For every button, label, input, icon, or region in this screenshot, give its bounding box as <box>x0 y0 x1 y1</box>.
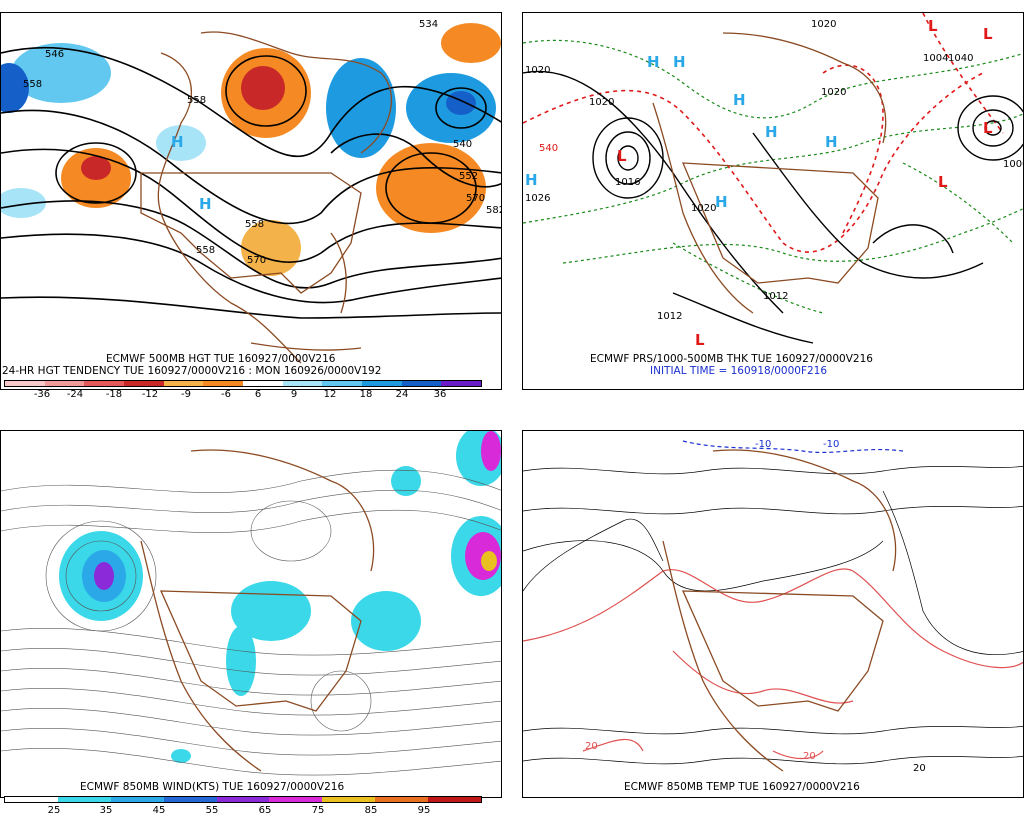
tick-label: 35 <box>99 805 113 816</box>
tick-label: 36 <box>433 389 447 400</box>
high-pressure-symbol: H <box>647 53 660 71</box>
height-label: 558 <box>245 219 265 230</box>
panel-850mb-wind <box>0 430 502 798</box>
wind-speed-colorbar <box>4 796 482 803</box>
height-label: 540 <box>453 139 473 150</box>
wind-caption-1: ECMWF 850MB WIND(KTS) TUE 160927/0000V21… <box>80 781 345 793</box>
prs-caption-2: INITIAL TIME = 160918/0000F216 <box>650 365 828 377</box>
height-tendency-shading <box>1 23 501 276</box>
high-pressure-symbol: H <box>171 133 184 151</box>
pressure-label: 1020 <box>691 203 717 214</box>
panel-pressure-thickness: 1020 1020 1020 540 1016 1026 1020 1012 1… <box>522 12 1024 390</box>
tick-label: -24 <box>66 389 84 400</box>
isobars <box>523 70 1023 344</box>
tick-label: 45 <box>152 805 166 816</box>
temp-map <box>523 440 1023 772</box>
height-label: 570 <box>247 255 267 266</box>
low-pressure-symbol: L <box>617 147 627 165</box>
temp-label: 20 <box>913 763 926 774</box>
low-pressure-symbol: L <box>928 17 938 35</box>
low-pressure-symbol: L <box>938 173 948 191</box>
pressure-map <box>523 13 1023 344</box>
pressure-label: 1000 <box>1003 159 1023 170</box>
height-label: 558 <box>23 79 43 90</box>
pressure-label: 1020 <box>525 65 551 76</box>
pressure-label: 1020 <box>821 87 847 98</box>
pressure-label: 1026 <box>525 193 551 204</box>
high-pressure-symbol: H <box>825 133 838 151</box>
temp-caption-1: ECMWF 850MB TEMP TUE 160927/0000V216 <box>624 781 860 793</box>
map-coastlines <box>662 449 897 772</box>
tick-label: 12 <box>323 389 337 400</box>
thickness-contours <box>523 39 1023 314</box>
height-label: 552 <box>459 171 479 182</box>
pressure-label: 1012 <box>763 291 789 302</box>
high-pressure-symbol: H <box>199 195 212 213</box>
tick-label: 24 <box>395 389 409 400</box>
tick-label: -18 <box>105 389 123 400</box>
streamlines <box>1 469 501 776</box>
prs-caption-1: ECMWF PRS/1000-500MB THK TUE 160927/0000… <box>590 353 873 365</box>
height-tendency-ticks: -36 -24 -18 -12 -9 -6 6 9 12 18 24 36 <box>4 389 482 401</box>
tick-label: 85 <box>364 805 378 816</box>
height-contours <box>1 46 501 319</box>
panel-500mb-height: 558 534 546 558 540 552 558 570 582 558 … <box>0 12 502 390</box>
map-coastlines <box>140 31 393 364</box>
wind-speed-shading <box>59 431 501 763</box>
pressure-label: 1020 <box>589 97 615 108</box>
height-label: 558 <box>196 245 216 256</box>
high-pressure-symbol: H <box>733 91 746 109</box>
low-pressure-symbol: L <box>695 331 705 349</box>
temp-label: 20 <box>803 751 816 762</box>
hgt-caption-2: 24-HR HGT TENDENCY TUE 160927/0000V216 :… <box>2 365 382 377</box>
pressure-label: 1012 <box>657 311 683 322</box>
tick-label: 18 <box>359 389 373 400</box>
panel-850mb-temp: -10 -10 20 20 20 <box>522 430 1024 798</box>
tick-label: 65 <box>258 805 272 816</box>
hgt-caption-1: ECMWF 500MB HGT TUE 160927/0000V216 <box>106 353 336 365</box>
map-coastlines <box>140 449 375 772</box>
pressure-label: 1004 <box>923 53 949 64</box>
high-pressure-symbol: H <box>715 193 728 211</box>
tick-label: -36 <box>33 389 51 400</box>
low-pressure-symbol: L <box>983 119 993 137</box>
tick-label: 9 <box>290 389 298 400</box>
tick-label: 95 <box>417 805 431 816</box>
tick-label: 25 <box>47 805 61 816</box>
tick-label: 6 <box>254 389 262 400</box>
thickness-highlight-contours <box>523 13 1004 253</box>
pressure-label: 1020 <box>811 19 837 30</box>
wind-speed-ticks: 25 35 45 55 65 75 85 95 <box>4 805 482 817</box>
pressure-label: 1040 <box>948 53 974 64</box>
low-pressure-symbol: L <box>983 25 993 43</box>
tick-label: 75 <box>311 805 325 816</box>
pressure-label: 540 <box>539 143 559 154</box>
height-label: 546 <box>45 49 65 60</box>
height-label: 582 <box>486 205 501 216</box>
high-pressure-symbol: H <box>765 123 778 141</box>
tick-label: 55 <box>205 805 219 816</box>
high-pressure-symbol: H <box>673 53 686 71</box>
isotherms <box>523 465 1023 765</box>
height-label: 558 <box>187 95 207 106</box>
tick-label: -12 <box>141 389 159 400</box>
tick-label: -6 <box>221 389 231 400</box>
high-pressure-symbol: H <box>525 171 538 189</box>
temp-label: 20 <box>585 741 598 752</box>
temp-label: -10 <box>823 439 840 450</box>
temp-label: -10 <box>755 439 772 450</box>
pressure-label: 1016 <box>615 177 641 188</box>
tick-label: -9 <box>181 389 191 400</box>
height-label: 570 <box>466 193 486 204</box>
wind-map <box>1 431 501 776</box>
height-tendency-colorbar <box>4 380 482 387</box>
cold-isotherms <box>682 440 904 454</box>
map-coastlines <box>652 32 887 314</box>
height-label: 534 <box>419 19 439 30</box>
height-map <box>1 23 501 364</box>
